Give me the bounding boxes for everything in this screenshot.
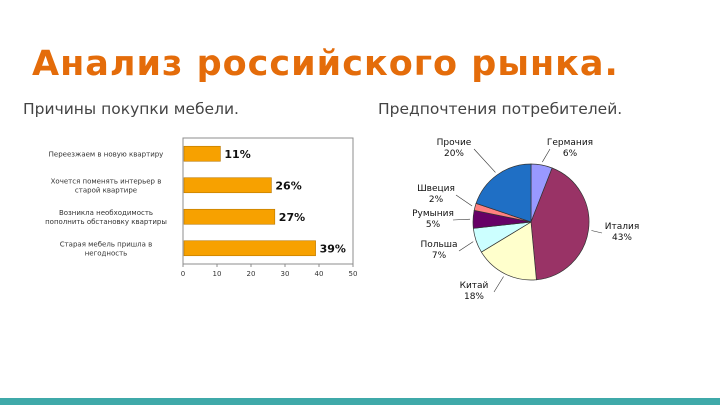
bar-category-label: Старая мебель пришла в негодность	[60, 240, 153, 257]
bar-chart-caption: Причины покупки мебели.	[23, 100, 239, 118]
bar-category-label: Переезжаем в новую квартиру	[49, 150, 164, 158]
pie-leader-line	[542, 148, 551, 163]
footer-bar	[0, 398, 720, 405]
pie-slice-7	[475, 163, 532, 223]
pie-leader-line	[458, 241, 474, 252]
bar-category-label: Возникла необходимость пополнить обстанов…	[45, 209, 167, 226]
pie-slice-label: Италия 43%	[605, 222, 640, 243]
bar-4	[183, 240, 316, 257]
pie-leader-line	[473, 148, 496, 173]
page-title: Анализ российского рынка.	[32, 44, 619, 84]
bar-1	[183, 145, 221, 162]
x-tick-label: 40	[315, 270, 324, 278]
pie-slice-label: Прочие 20%	[437, 138, 472, 159]
pie-leader-line	[455, 194, 473, 207]
pie-leader-line	[591, 230, 603, 234]
x-tick-label: 0	[181, 270, 185, 278]
bar-3	[183, 208, 276, 225]
pie-slice-label: Китай 18%	[460, 281, 489, 302]
bar-2	[183, 177, 272, 194]
bar-data-label: 39%	[320, 242, 346, 255]
bar-category-label: Хочется поменять интерьер в старой кварти…	[51, 177, 162, 194]
bar-data-label: 11%	[224, 148, 250, 161]
x-tick-label: 30	[281, 270, 290, 278]
pie-slice-label: Румыния 5%	[412, 209, 454, 230]
bar-data-label: 26%	[275, 179, 301, 192]
pie-slice-label: Польша 7%	[420, 240, 457, 261]
x-tick-label: 10	[213, 270, 222, 278]
pie-slice-2	[530, 167, 590, 281]
bar-data-label: 27%	[279, 211, 305, 224]
pie-slice-3	[480, 221, 537, 281]
x-tick-label: 20	[247, 270, 256, 278]
pie-slice-label: Швеция 2%	[417, 184, 455, 205]
pie-leader-line	[452, 218, 471, 221]
pie-leader-line	[493, 276, 504, 293]
pie-slice-label: Германия 6%	[547, 138, 593, 159]
x-tick-label: 50	[349, 270, 358, 278]
pie-chart-caption: Предпочтения потребителей.	[378, 100, 623, 118]
